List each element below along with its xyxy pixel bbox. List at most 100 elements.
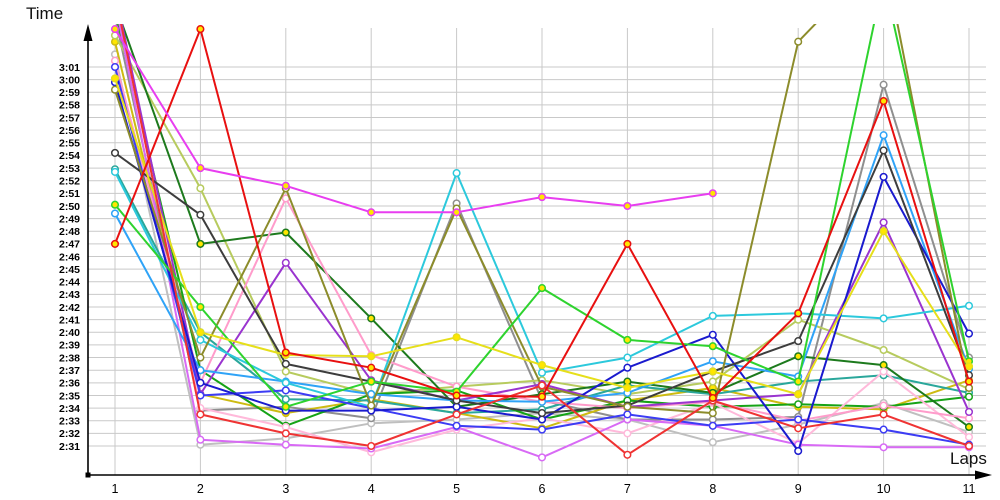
data-point-lime-lap4	[367, 377, 376, 386]
data-point-blue-lap5	[452, 421, 461, 430]
data-point-red-lap9	[794, 309, 803, 318]
data-point-lime-lap7	[623, 335, 632, 344]
y-tick-label: 2:33	[59, 416, 80, 428]
data-point-gray-lap4	[367, 414, 376, 423]
data-point-yellow-lap2	[196, 328, 205, 337]
data-point-cyan-lap3	[281, 378, 290, 387]
x-axis-arrow-icon	[975, 470, 992, 480]
data-point-red-lap8	[708, 393, 717, 403]
data-point-red-low-lap4	[367, 441, 376, 451]
data-point-cyan-lap2	[196, 335, 205, 344]
data-point-yellow-lap9	[794, 390, 803, 399]
data-point-navy-lap7	[623, 363, 632, 372]
y-axis-title: Time	[26, 4, 64, 23]
data-point-black-lap10	[879, 146, 888, 155]
data-point-blue-lap7	[623, 410, 632, 419]
data-point-blue-lap6	[537, 425, 547, 434]
data-point-lime-lap6	[537, 284, 547, 293]
data-point-teal-lap3	[281, 395, 290, 404]
data-point-cyan-lap5	[452, 169, 461, 178]
data-point-olive-lap7	[623, 402, 632, 411]
y-tick-label: 2:49	[59, 213, 80, 225]
x-tick-label: 5	[453, 482, 460, 496]
data-point-navy-lap11	[964, 329, 974, 338]
data-point-yellow-lap5	[452, 333, 461, 342]
data-point-purple-lap10	[879, 218, 888, 227]
data-point-dark-green-lap10	[879, 361, 888, 370]
data-point-red-low-lap7	[623, 450, 632, 459]
y-tick-label: 2:55	[59, 138, 80, 150]
y-tick-label: 2:32	[59, 428, 80, 440]
y-tick-label: 2:44	[59, 277, 80, 289]
axis-origin-marker	[85, 472, 91, 478]
data-point-magenta-lap7	[623, 201, 632, 211]
data-point-purple-lap11	[964, 407, 974, 416]
data-point-magenta-lap8	[708, 189, 717, 198]
data-point-yellow-lap8	[708, 367, 717, 376]
y-tick-label: 2:54	[59, 150, 80, 162]
data-point-pink-lap10	[879, 401, 888, 410]
data-point-navy-lap2	[196, 378, 205, 387]
y-tick-label: 2:52	[59, 175, 80, 187]
data-point-dodger-blue-lap1	[110, 209, 120, 218]
data-point-dark-green-lap2	[196, 239, 205, 248]
data-point-red-low-lap3	[281, 429, 290, 438]
data-point-silver-lap8	[708, 438, 717, 447]
y-tick-label: 2:45	[59, 264, 80, 276]
data-point-navy-lap6	[537, 415, 547, 424]
y-tick-label: 2:36	[59, 378, 80, 390]
data-point-light-pink-lap3	[281, 422, 290, 432]
x-axis-title: Laps	[950, 449, 987, 468]
data-point-dodger-blue-lap10	[879, 131, 888, 140]
data-point-yellow-green-lap2	[196, 184, 205, 193]
x-tick-label: 11	[963, 482, 976, 496]
data-point-blue-lap8	[708, 421, 717, 430]
y-tick-label: 2:39	[59, 340, 80, 352]
y-axis-arrow-icon	[83, 24, 93, 41]
y-tick-label: 2:42	[59, 302, 80, 314]
data-point-blue-lap10	[879, 425, 888, 434]
data-point-magenta-lap6	[537, 193, 547, 202]
data-point-red-lap10	[879, 97, 888, 106]
y-tick-label: 2:31	[59, 441, 80, 453]
data-point-blue-lap3	[281, 386, 290, 395]
x-tick-label: 7	[624, 482, 631, 496]
data-point-yellow-lap10	[879, 227, 888, 236]
y-tick-label: 2:34	[59, 403, 80, 415]
data-point-dodger-blue-lap8	[708, 357, 717, 366]
data-point-red-low-lap5	[452, 410, 461, 419]
data-point-blue-lap1	[110, 62, 120, 72]
data-point-blue-lap9	[794, 415, 803, 424]
data-point-red-lap3	[281, 348, 290, 357]
data-point-olive-lap8	[708, 409, 717, 418]
data-point-yellow-lap11	[964, 362, 974, 371]
data-point-violet-lap3	[281, 440, 290, 449]
data-point-green-lap11	[964, 392, 974, 401]
data-point-dodger-blue-lap4	[367, 390, 376, 399]
data-point-olive-lap2	[196, 353, 205, 362]
data-point-red-low-lap2	[196, 410, 205, 419]
data-point-yellow-green-lap3	[281, 367, 290, 376]
data-point-black-lap9	[794, 337, 803, 346]
x-tick-label: 1	[112, 482, 119, 496]
y-tick-label: 2:40	[59, 327, 80, 339]
data-point-olive-lap9	[794, 37, 803, 46]
data-point-green-lap9	[794, 400, 803, 409]
y-tick-label: 2:58	[59, 100, 80, 112]
y-tick-label: 2:38	[59, 352, 80, 364]
data-point-red-lap5	[452, 391, 461, 400]
data-point-violet-lap2	[196, 435, 205, 444]
data-point-red-lap11	[964, 377, 974, 386]
y-tick-label: 2:53	[59, 163, 80, 175]
data-point-red-lap2	[196, 25, 205, 34]
data-point-black-lap2	[196, 210, 205, 219]
data-point-gray-lap10	[879, 80, 888, 89]
y-tick-label: 2:57	[59, 112, 80, 124]
data-point-yellow-lap7	[623, 383, 632, 392]
data-point-red-lap4	[367, 363, 376, 372]
y-tick-label: 2:41	[59, 314, 80, 326]
series-line-magenta	[114, 28, 713, 214]
data-point-yellow-lap1	[110, 74, 120, 83]
